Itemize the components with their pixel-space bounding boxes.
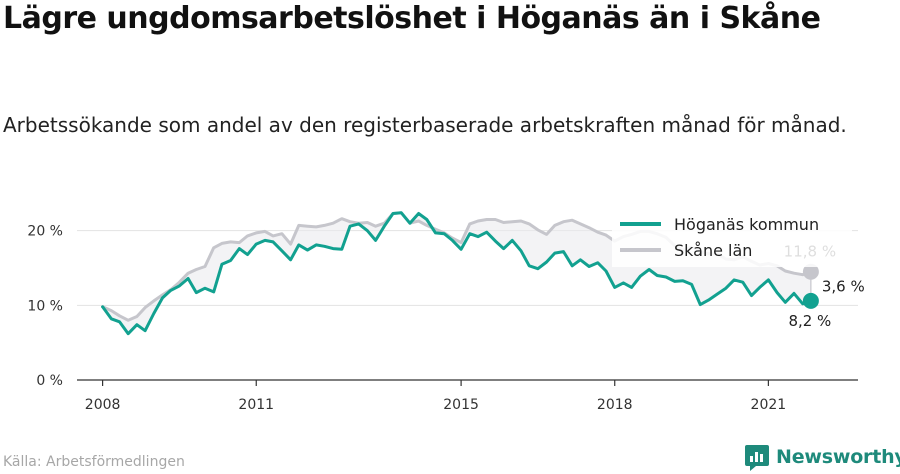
x-tick-label: 2011 <box>238 397 274 413</box>
hoganas-end-dot <box>802 292 819 309</box>
x-tick-label: 2008 <box>85 397 121 413</box>
gap-label: 3,6 % <box>822 277 865 295</box>
hoganas-legend-label: Höganäs kommun <box>674 215 819 234</box>
x-tick-label: 2018 <box>597 397 633 413</box>
bar-chart-icon <box>745 445 769 471</box>
hoganas-line <box>101 211 813 336</box>
source-note: Källa: Arbetsförmedlingen <box>3 454 185 470</box>
x-tick-label: 2015 <box>443 397 479 413</box>
legend-background <box>612 209 852 267</box>
brand-name: Newsworthy <box>776 446 900 468</box>
skane-legend-label: Skåne län <box>674 241 752 260</box>
newsworthy-logo[interactable]: Newsworthy <box>744 442 900 472</box>
chart-title: Lägre ungdomsarbetslöshet i Höganäs än i… <box>3 1 821 36</box>
chart-subtitle: Arbetssökande som andel av den registerb… <box>3 113 847 137</box>
x-axis-ticks: 2008 2011 2015 2018 2021 <box>85 380 786 413</box>
skane-end-dot <box>802 263 819 280</box>
y-axis-ticks: 0 % 10 % 20 % <box>27 224 63 389</box>
hoganas-end-label: 8,2 % <box>788 312 831 330</box>
x-tick-label: 2021 <box>751 397 787 413</box>
y-tick-label: 20 % <box>27 224 63 240</box>
y-tick-label: 0 % <box>36 373 63 389</box>
legend: Höganäs kommun Skåne län <box>612 209 852 267</box>
y-tick-label: 10 % <box>27 298 63 314</box>
